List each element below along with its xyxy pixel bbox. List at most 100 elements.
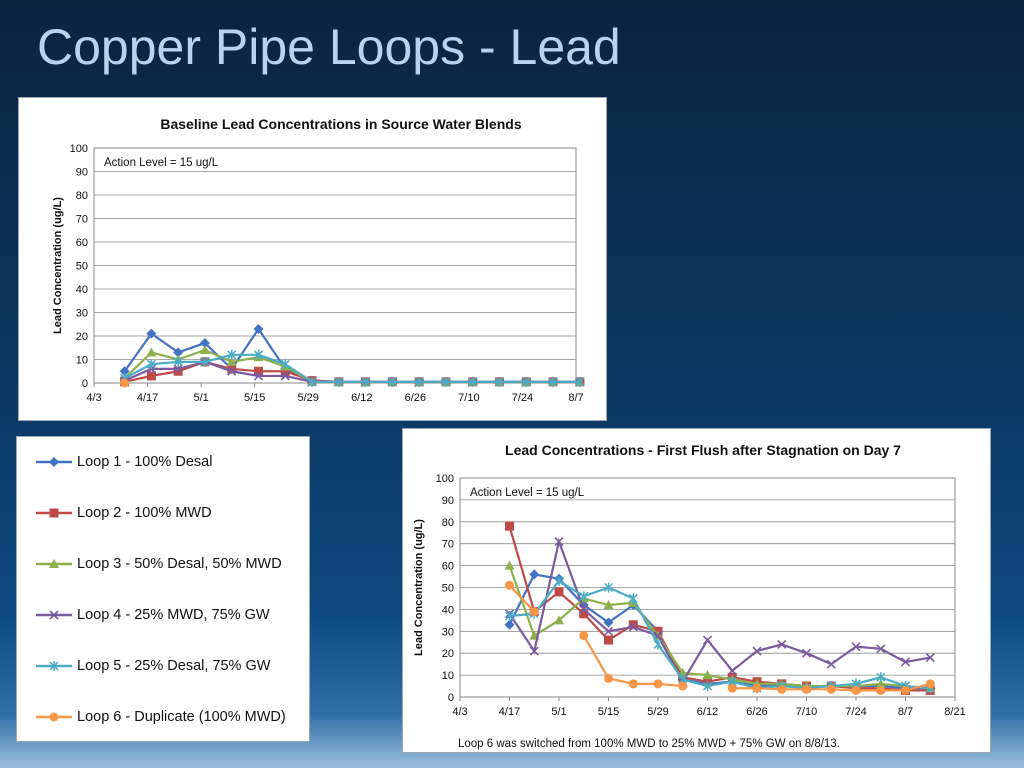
data-point [777, 684, 787, 694]
legend-label: Loop 4 - 25% MWD, 75% GW [77, 607, 270, 623]
y-tick-label: 80 [76, 190, 88, 202]
x-tick-label: 5/1 [193, 392, 208, 404]
series-3 [504, 560, 936, 693]
series-6 [120, 378, 130, 388]
first-flush-chart: Lead Concentrations - First Flush after … [413, 442, 966, 750]
x-tick-label: 6/26 [405, 392, 426, 404]
x-tick-label: 4/17 [137, 392, 158, 404]
chart-title: Lead Concentrations - First Flush after … [505, 442, 901, 458]
legend-marker [49, 610, 59, 620]
y-tick-label: 50 [442, 583, 454, 595]
x-tick-label: 5/29 [647, 706, 668, 718]
data-point [504, 619, 515, 630]
action-level-annotation: Action Level = 15 ug/L [104, 157, 219, 169]
series-4 [504, 536, 935, 687]
data-point [468, 376, 478, 387]
data-point [280, 371, 290, 381]
x-tick-label: 4/3 [452, 706, 467, 718]
data-point [529, 646, 539, 656]
data-point [802, 684, 811, 694]
y-tick-label: 10 [442, 670, 454, 682]
data-point [120, 378, 130, 388]
legend-item: Loop 3 - 50% Desal, 50% MWD [35, 553, 282, 575]
x-tick-label: 5/1 [551, 706, 566, 718]
x-tick-label: 8/7 [568, 392, 583, 404]
x-tick-label: 7/10 [458, 392, 479, 404]
x-tick-label: 4/17 [499, 706, 520, 718]
data-point [227, 366, 237, 376]
legend-item: Loop 1 - 100% Desal [35, 451, 212, 473]
data-point [579, 631, 589, 641]
data-point [603, 582, 614, 593]
data-point [752, 646, 762, 656]
x-tick-label: 6/12 [351, 392, 372, 404]
data-point [727, 666, 737, 676]
legend-marker [49, 712, 59, 722]
y-tick-label: 0 [82, 378, 88, 390]
data-point [146, 359, 156, 370]
series-line [508, 537, 931, 684]
y-tick-label: 80 [442, 517, 454, 529]
baseline-chart-panel: Baseline Lead Concentrations in Source W… [18, 97, 607, 421]
data-point [226, 356, 237, 366]
data-point [554, 575, 564, 586]
y-axis-label: Lead Concentration (ug/L) [413, 519, 425, 656]
x-tick-label: 7/24 [512, 392, 533, 404]
data-point [146, 328, 157, 339]
y-tick-label: 30 [76, 308, 88, 320]
y-tick-label: 0 [448, 692, 454, 704]
series-2 [505, 521, 935, 695]
action-level-annotation: Action Level = 15 ug/L [470, 487, 585, 499]
legend-item: Loop 4 - 25% MWD, 75% GW [35, 604, 270, 626]
data-point [678, 681, 688, 691]
series-line [508, 584, 536, 613]
x-tick-label: 7/24 [845, 706, 866, 718]
data-point [752, 683, 762, 693]
legend-label: Loop 2 - 100% MWD [77, 505, 212, 521]
data-point [505, 521, 514, 531]
data-point [253, 349, 264, 360]
data-point [875, 678, 886, 688]
data-point [901, 685, 910, 695]
chart-title: Baseline Lead Concentrations in Source W… [160, 116, 521, 132]
data-point [826, 684, 836, 694]
data-point [702, 681, 713, 692]
data-point [173, 347, 184, 358]
series-line [124, 360, 580, 383]
data-point [494, 376, 505, 387]
data-point [199, 345, 210, 355]
data-point [628, 622, 638, 632]
baseline-chart: Baseline Lead Concentrations in Source W… [52, 116, 585, 404]
data-point [628, 620, 638, 630]
legend-label: Loop 6 - Duplicate (100% MWD) [77, 709, 286, 725]
x-tick-label: 6/26 [746, 706, 767, 718]
legend-swatch [36, 712, 72, 722]
y-tick-label: 70 [442, 539, 454, 551]
data-point [280, 359, 290, 370]
y-tick-label: 40 [76, 284, 88, 296]
data-point [504, 610, 515, 621]
y-tick-label: 30 [442, 626, 454, 638]
y-tick-label: 40 [442, 604, 454, 616]
y-tick-label: 10 [76, 355, 88, 367]
data-point [521, 376, 531, 387]
data-point [702, 635, 713, 645]
data-point [253, 371, 264, 381]
legend-label: Loop 5 - 25% Desal, 75% GW [77, 658, 271, 674]
data-point [529, 569, 540, 580]
legend-label: Loop 1 - 100% Desal [77, 454, 213, 470]
data-point [653, 639, 663, 650]
data-point [146, 347, 157, 357]
legend-marker [49, 457, 59, 467]
data-point [505, 580, 514, 590]
data-point [603, 600, 614, 610]
legend-swatch [36, 610, 72, 620]
slide-title: Copper Pipe Loops - Lead [37, 19, 621, 75]
data-point [604, 673, 613, 683]
data-point [199, 338, 210, 349]
data-point [777, 639, 787, 650]
data-point [702, 670, 713, 680]
first-flush-chart-panel: Lead Concentrations - First Flush after … [402, 428, 991, 753]
y-tick-label: 60 [442, 561, 454, 573]
data-point [253, 366, 263, 376]
